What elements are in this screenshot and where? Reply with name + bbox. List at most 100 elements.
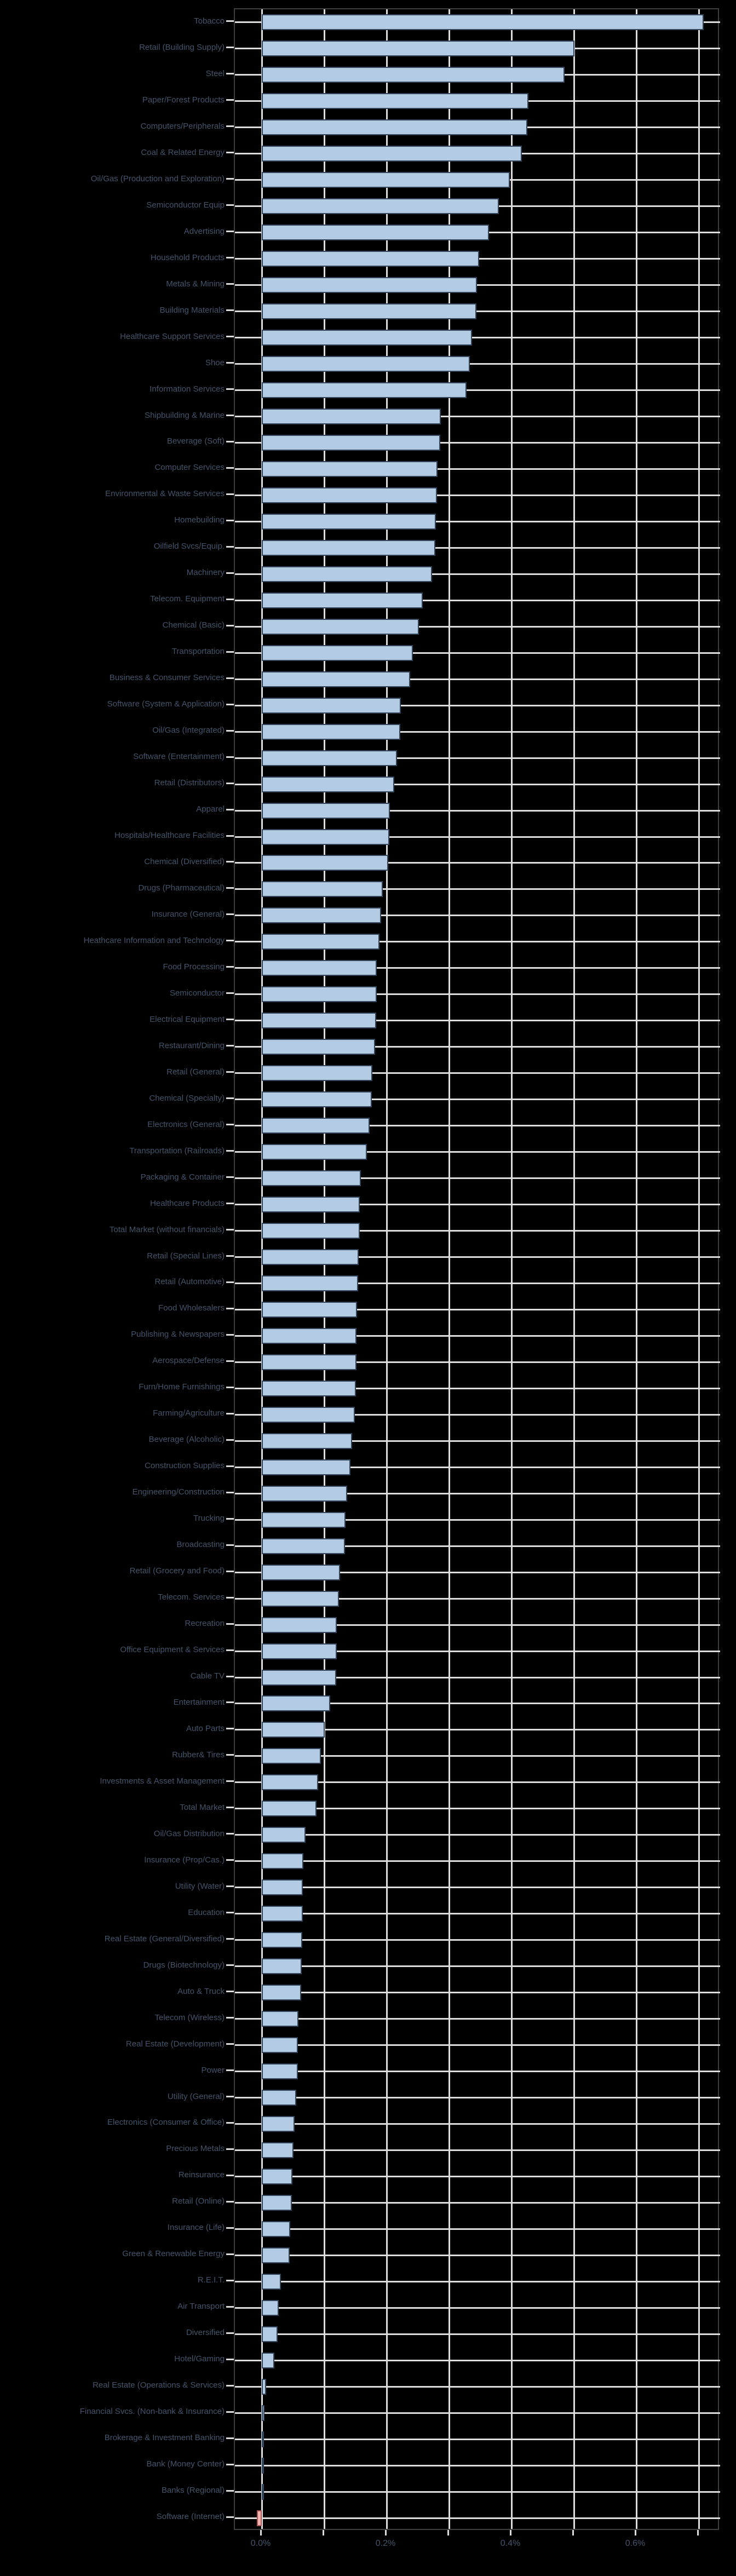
category-label: Chemical (Specialty) xyxy=(149,1093,225,1103)
gridline-horizontal xyxy=(235,652,720,654)
gridline-horizontal xyxy=(235,311,720,313)
gridline-horizontal xyxy=(235,1466,720,1468)
bar xyxy=(262,14,704,31)
category-label: Food Processing xyxy=(163,962,225,971)
gridline-horizontal xyxy=(235,1440,720,1442)
gridline-horizontal xyxy=(235,1125,720,1127)
top-tick-mark xyxy=(510,9,513,14)
bar xyxy=(262,1380,357,1396)
gridline-horizontal xyxy=(235,2438,720,2440)
bar xyxy=(262,1301,358,1318)
y-axis-tick-mark xyxy=(226,808,234,810)
category-label: Real Estate (Operations & Services) xyxy=(93,2381,225,2390)
category-label: Construction Supplies xyxy=(145,1461,225,1471)
gridline-horizontal xyxy=(235,1624,720,1626)
gridline-horizontal xyxy=(235,941,720,943)
category-label: Advertising xyxy=(183,226,225,236)
gridline-horizontal xyxy=(235,2175,720,2177)
category-label: Environmental & Waste Services xyxy=(105,489,225,499)
bar xyxy=(262,1327,357,1344)
y-axis-tick-mark xyxy=(226,1386,234,1388)
bar xyxy=(262,1013,376,1029)
x-axis-tick-mark xyxy=(260,2530,262,2535)
y-axis-tick-mark xyxy=(226,1412,234,1415)
gridline-horizontal xyxy=(235,2333,720,2335)
gridline-horizontal xyxy=(235,1887,720,1889)
top-tick-mark xyxy=(323,9,325,14)
gridline-horizontal xyxy=(235,284,720,286)
category-label: Total Market (without financials) xyxy=(109,1224,225,1234)
category-label: Coal & Related Energy xyxy=(141,147,225,157)
category-label: Utility (General) xyxy=(167,2091,225,2101)
x-axis-tick-mark xyxy=(697,2530,699,2535)
category-label: Electrical Equipment xyxy=(150,1014,225,1024)
y-axis-tick-mark xyxy=(226,152,234,154)
gridline-horizontal xyxy=(235,2491,720,2493)
category-label: Financial Svcs. (Non-bank & Insurance) xyxy=(79,2407,225,2417)
y-axis-tick-mark xyxy=(226,204,234,206)
bar xyxy=(256,2510,262,2526)
category-label: Utility (Water) xyxy=(175,1881,225,1891)
category-label: Oilfield Svcs/Equip. xyxy=(153,542,225,551)
category-label: Telecom. Services xyxy=(158,1592,225,1602)
gridline-horizontal xyxy=(235,2149,720,2151)
gridline-horizontal xyxy=(235,2307,720,2309)
plot-area xyxy=(234,8,720,2530)
gridline-horizontal xyxy=(235,1492,720,1494)
category-label: Food Wholesalers xyxy=(158,1303,225,1313)
x-axis-tick-label: 0.4% xyxy=(500,2539,521,2548)
gridline-horizontal xyxy=(235,1703,720,1705)
gridline-horizontal xyxy=(235,2280,720,2282)
gridline-vertical xyxy=(386,9,388,2529)
bar xyxy=(262,330,473,346)
y-axis-tick-mark xyxy=(226,1623,234,1625)
gridline-horizontal xyxy=(235,389,720,392)
top-tick-mark xyxy=(698,9,700,14)
y-axis-tick-mark xyxy=(226,2017,234,2019)
gridline-horizontal xyxy=(235,416,720,418)
y-axis-tick-mark xyxy=(226,2384,234,2387)
y-axis-tick-mark xyxy=(226,283,234,285)
x-axis-tick-label: 0.6% xyxy=(625,2539,646,2548)
bar xyxy=(262,1170,361,1187)
gridline-horizontal xyxy=(235,836,720,838)
bar xyxy=(262,1695,331,1712)
y-axis-tick-mark xyxy=(226,887,234,889)
gridline-horizontal xyxy=(235,1860,720,1862)
bar xyxy=(262,1774,318,1791)
bar xyxy=(262,513,436,530)
gridline-horizontal xyxy=(235,1992,720,1994)
gridline-horizontal xyxy=(235,783,720,785)
y-axis-tick-mark xyxy=(226,651,234,653)
bar xyxy=(262,829,389,845)
bar xyxy=(262,1144,367,1160)
bar xyxy=(262,1065,372,1082)
bar xyxy=(262,2457,264,2474)
y-axis-tick-mark xyxy=(226,1544,234,1546)
gridline-horizontal xyxy=(235,1913,720,1915)
category-label: Metals & Mining xyxy=(166,279,225,289)
y-axis-tick-mark xyxy=(226,2463,234,2465)
category-label: Business & Consumer Services xyxy=(109,673,225,683)
category-label: Farming/Agriculture xyxy=(153,1408,225,1418)
gridline-horizontal xyxy=(235,2018,720,2020)
y-axis-tick-mark xyxy=(226,2279,234,2281)
y-axis-tick-mark xyxy=(226,1885,234,1888)
category-label: Paper/Forest Products xyxy=(142,95,225,105)
bar xyxy=(262,409,441,425)
category-label: Recreation xyxy=(185,1619,225,1629)
y-axis-tick-mark xyxy=(226,1675,234,1677)
y-axis-tick-mark xyxy=(226,861,234,863)
x-axis-tick-mark xyxy=(447,2530,449,2535)
bar xyxy=(262,1538,345,1554)
y-axis-tick-mark xyxy=(226,782,234,784)
category-label: Shipbuilding & Marine xyxy=(145,410,225,420)
y-axis-tick-mark xyxy=(226,1938,234,1940)
x-axis-tick-mark xyxy=(384,2530,387,2535)
gridline-horizontal xyxy=(235,2123,720,2125)
bar xyxy=(262,934,380,950)
gridline-horizontal xyxy=(235,1282,720,1284)
gridline-horizontal xyxy=(235,1335,720,1337)
gridline-horizontal xyxy=(235,468,720,470)
bar xyxy=(262,855,389,871)
